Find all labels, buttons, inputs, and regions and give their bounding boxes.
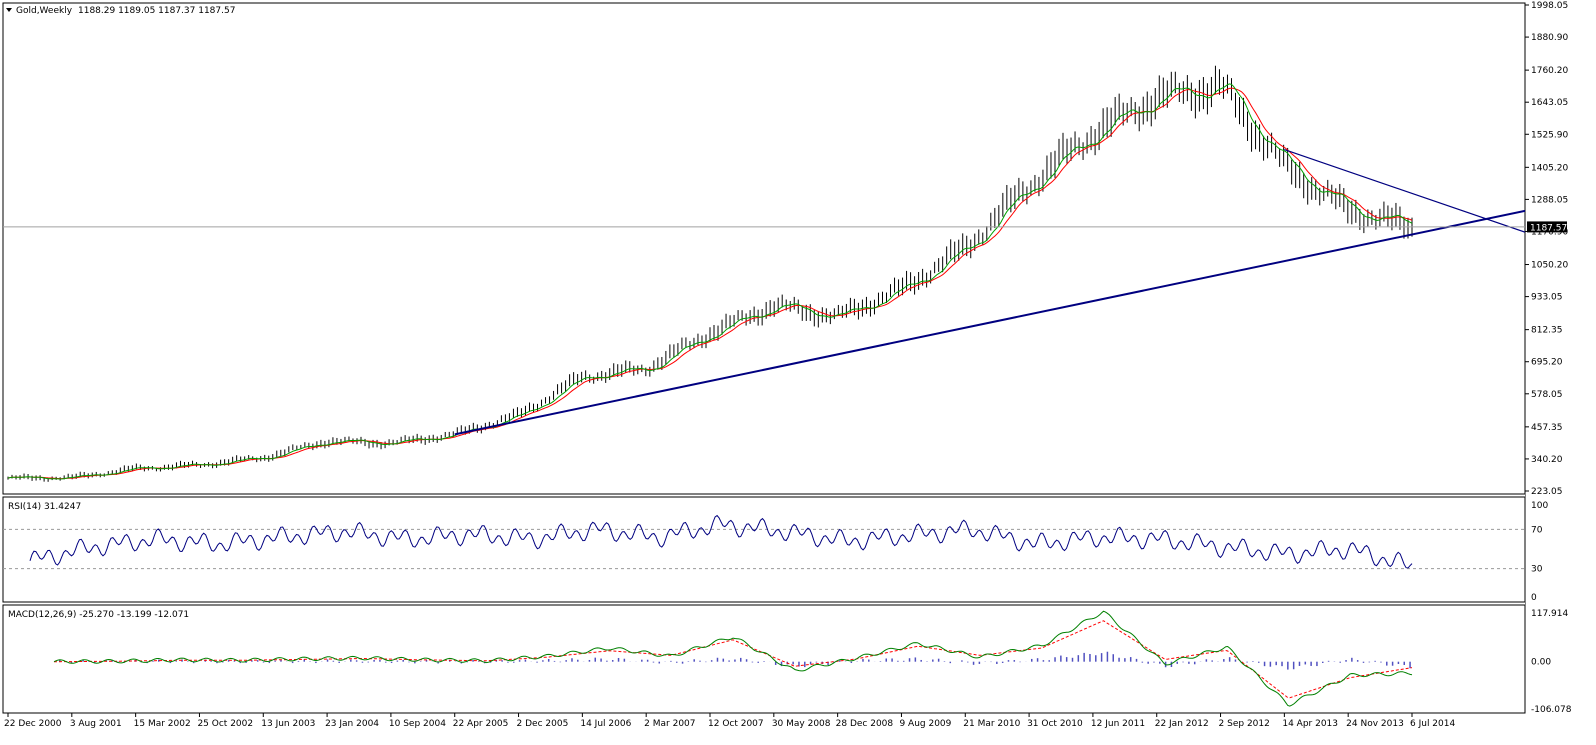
- chart-symbol-title: Gold,Weekly: [16, 6, 73, 16]
- time-tick-label: 22 Apr 2005: [453, 719, 509, 729]
- price-tick-label: 695.20: [1531, 358, 1563, 368]
- time-tick-label: 12 Oct 2007: [708, 719, 764, 729]
- price-tick-label: 1170.90: [1531, 227, 1568, 237]
- dropdown-triangle-icon[interactable]: [6, 8, 12, 12]
- time-axis: 22 Dec 2000 3 Aug 2001 15 Mar 2002 25 Oct 2…: [4, 713, 1455, 729]
- time-tick-label: 2 Sep 2012: [1219, 719, 1270, 729]
- time-tick-label: 28 Dec 2008: [836, 719, 894, 729]
- price-tick-label: 1760.20: [1531, 66, 1568, 76]
- price-tick-label: 1998.05: [1531, 1, 1568, 11]
- price-tick-label: 578.05: [1531, 390, 1563, 400]
- rsi-title: RSI(14) 31.4247: [8, 502, 81, 512]
- price-tick-label: 1405.20: [1531, 163, 1568, 173]
- price-tick-label: 223.05: [1531, 487, 1563, 497]
- time-tick-label: 14 Jul 2006: [580, 719, 631, 729]
- time-tick-label: 22 Jan 2012: [1155, 719, 1209, 729]
- time-tick-label: 23 Jan 2004: [325, 719, 379, 729]
- macd-indicator: 117.914 0.00 -106.078: [53, 609, 1572, 715]
- price-tick-label: 1525.90: [1531, 130, 1568, 140]
- time-tick-label: 6 Jul 2014: [1410, 719, 1455, 729]
- price-tick-label: 933.05: [1531, 293, 1563, 303]
- time-tick-label: 12 Jun 2011: [1091, 719, 1145, 729]
- trendline-support[interactable]: [454, 209, 1526, 436]
- rsi-tick-label: 30: [1531, 565, 1543, 575]
- time-tick-label: 24 Nov 2013: [1346, 719, 1404, 729]
- price-tick-label: 1880.90: [1531, 33, 1568, 43]
- time-tick-label: 15 Mar 2002: [134, 719, 191, 729]
- macd-tick-label: -106.078: [1531, 705, 1572, 715]
- time-tick-label: 10 Sep 2004: [389, 719, 446, 729]
- moving-averages: [7, 83, 1413, 480]
- price-tick-label: 1643.05: [1531, 98, 1568, 108]
- current-price-label: 1187.57: [1530, 223, 1567, 233]
- price-tick-label: 340.20: [1531, 455, 1563, 465]
- time-tick-label: 31 Oct 2010: [1027, 719, 1083, 729]
- time-tick-label: 2 Mar 2007: [644, 719, 695, 729]
- time-tick-label: 9 Aug 2009: [899, 719, 951, 729]
- rsi-tick-label: 100: [1531, 501, 1548, 511]
- time-tick-label: 22 Dec 2000: [4, 719, 62, 729]
- time-tick-label: 25 Oct 2002: [197, 719, 253, 729]
- rsi-tick-label: 0: [1531, 593, 1537, 603]
- time-tick-label: 30 May 2008: [772, 719, 831, 729]
- rsi-line: [29, 514, 1413, 569]
- slow-moving-average: [7, 87, 1413, 480]
- chart-ohlc-values: 1188.29 1189.05 1187.37 1187.57: [78, 6, 235, 16]
- price-tick-label: 457.35: [1531, 423, 1563, 433]
- trendline-resistance[interactable]: [1284, 149, 1526, 233]
- time-tick-label: 14 Apr 2013: [1282, 719, 1338, 729]
- macd-tick-label: 117.914: [1531, 609, 1568, 619]
- time-tick-label: 13 Jun 2003: [261, 719, 315, 729]
- macd-title: MACD(12,26,9) -25.270 -13.199 -12.071: [8, 610, 189, 620]
- trendlines: [454, 149, 1526, 436]
- price-bars: [7, 65, 1413, 482]
- rsi-tick-label: 70: [1531, 525, 1543, 535]
- fast-moving-average: [7, 83, 1413, 480]
- time-tick-label: 2 Dec 2005: [517, 719, 569, 729]
- price-tick-label: 1050.20: [1531, 261, 1568, 271]
- rsi-panel-frame: [2, 496, 1526, 603]
- macd-panel-frame: [2, 604, 1526, 714]
- macd-main-line: [53, 610, 1413, 707]
- rsi-indicator: 100 70 30 0: [3, 501, 1548, 603]
- price-axis: 1998.05 1880.90 1760.20 1643.05 1525.90 1405.…: [1525, 1, 1568, 497]
- price-panel-frame: [2, 2, 1526, 495]
- macd-tick-label: 0.00: [1531, 658, 1551, 668]
- price-tick-label: 812.35: [1531, 326, 1563, 336]
- price-tick-label: 1288.05: [1531, 195, 1568, 205]
- time-tick-label: 3 Aug 2001: [70, 719, 122, 729]
- current-price-box: [1527, 221, 1567, 233]
- time-tick-label: 21 Mar 2010: [963, 719, 1020, 729]
- right-axis-divider: [1525, 3, 1526, 713]
- macd-signal-line: [54, 620, 1413, 699]
